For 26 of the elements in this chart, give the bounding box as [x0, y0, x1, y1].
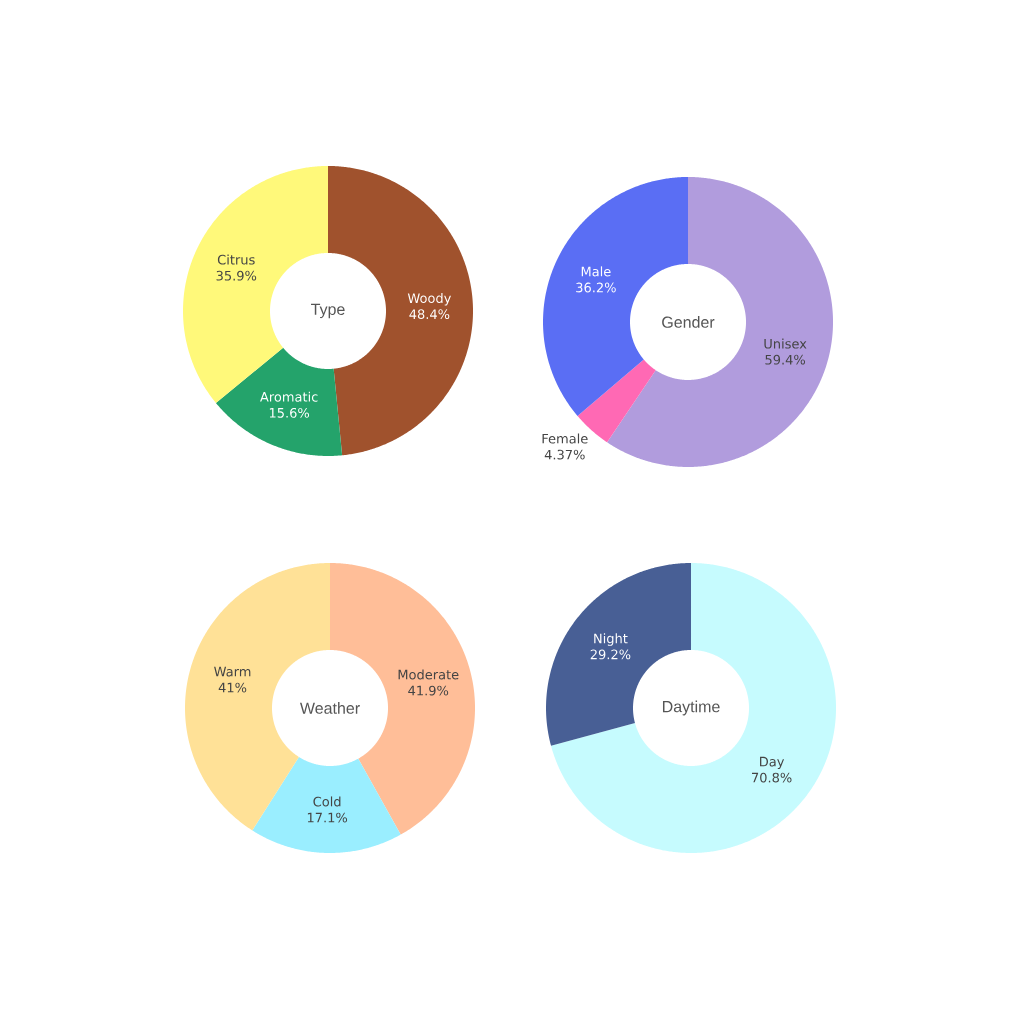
- text: Weather: [299, 702, 360, 714]
- data-label: 35.9%: [216, 270, 257, 281]
- data-label: 29.2%: [590, 649, 631, 660]
- slice-label: Night: [594, 633, 628, 646]
- slice-label: Citrus: [217, 254, 255, 265]
- slice-label: Warm: [214, 666, 251, 677]
- data-label: 48.4%: [409, 309, 450, 320]
- data-label: 17.1%: [307, 812, 348, 823]
- slice-label: Cold: [313, 796, 341, 807]
- slice-label: Male: [581, 266, 611, 277]
- text: Type: [311, 303, 345, 319]
- slice-label: Aromatic: [260, 391, 318, 402]
- slice-label: Woody: [407, 293, 451, 306]
- text: Gender: [662, 316, 715, 328]
- data-label: 59.4%: [765, 354, 806, 365]
- slice-label: Unisex: [764, 338, 807, 349]
- data-label: 15.6%: [269, 407, 310, 418]
- data-label: 41%: [218, 682, 247, 693]
- slice-label: Day: [760, 756, 785, 770]
- data-label: 70.8%: [752, 772, 792, 783]
- slice-label: Moderate: [398, 669, 459, 680]
- text: Daytime: [662, 700, 720, 716]
- data-label: 41.9%: [408, 685, 449, 696]
- data-label: 36.2%: [576, 282, 616, 293]
- data-label: 4.37%: [544, 449, 585, 460]
- slice-label: Female: [542, 433, 588, 444]
